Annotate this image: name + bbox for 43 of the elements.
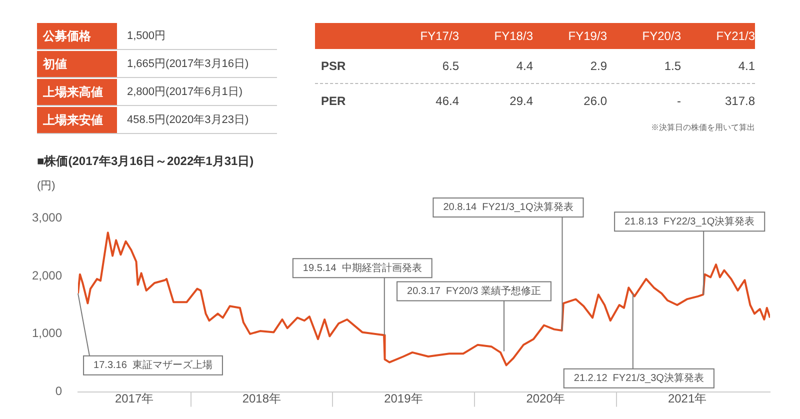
data-label: 46.4	[434, 93, 459, 110]
x-tick-label: 2019年	[384, 391, 423, 406]
text: 1,500円	[127, 30, 166, 42]
x-tick-label: 2018年	[242, 391, 282, 406]
text: ※決算日の株価を用いて算出	[650, 122, 755, 133]
x-tick-label: 2021年	[668, 391, 707, 406]
category-label: FY19/3	[567, 28, 607, 45]
annotation: 21.8.13 FY22/3_1Q決算発表	[624, 215, 755, 228]
category-label: FY20/3	[641, 28, 681, 45]
category-label: 上場来高値	[37, 79, 117, 105]
annotation: 20.8.14 FY21/3_1Q決算発表	[443, 201, 574, 214]
data-label: 6.5	[441, 58, 459, 75]
text: PSR	[320, 58, 347, 75]
x-tick-label: 2020年	[526, 391, 565, 406]
data-label: -	[676, 93, 681, 110]
text: 2,800円(2017年6月1日)	[127, 86, 243, 98]
y-tick-label: 3,000	[32, 210, 62, 225]
category-label: 上場来安値	[37, 107, 117, 133]
y-tick-label: 0	[55, 384, 62, 398]
annotation: 19.5.14 中期経営計画発表	[302, 262, 422, 274]
data-label: 29.4	[508, 93, 533, 110]
data-label: 4.4	[515, 58, 533, 75]
y-axis-title: (円)	[37, 179, 56, 193]
y-tick-label: 2,000	[32, 268, 62, 282]
category-label: 公募価格	[37, 23, 117, 49]
annotation: 21.2.12 FY21/3_3Q決算発表	[574, 372, 704, 384]
category-label: FY18/3	[493, 28, 533, 45]
data-label: 2.9	[589, 58, 607, 75]
data-label: 26.0	[582, 93, 607, 110]
y-tick-label: 1,000	[32, 326, 62, 340]
text: 1,665円(2017年3月16日)	[127, 58, 249, 70]
category-label: FY17/3	[419, 28, 459, 45]
data-label: 1.5	[663, 58, 681, 75]
data-label: 4.1	[737, 58, 755, 75]
chart-title: ■株価(2017年3月16日～2022年1月31日)	[37, 153, 254, 170]
annotation: 20.3.17 FY20/3 業績予想修正	[407, 285, 541, 298]
category-label: 初値	[37, 51, 117, 77]
annotation: 17.3.16 東証マザーズ上場	[94, 359, 212, 372]
category-label: FY21/3	[715, 28, 755, 45]
text: PER	[320, 93, 347, 110]
x-tick-label: 2017年	[114, 391, 154, 406]
data-label: 317.8	[724, 93, 755, 110]
text: 458.5円(2020年3月23日)	[127, 114, 249, 126]
